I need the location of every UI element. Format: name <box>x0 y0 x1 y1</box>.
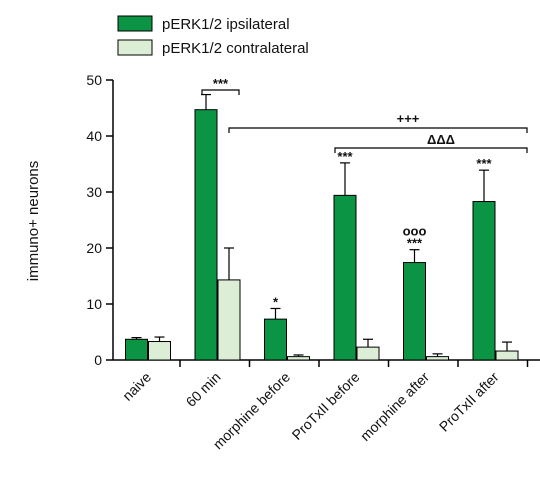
y-tick-label: 20 <box>86 240 102 256</box>
y-axis-title: immuno+ neurons <box>25 161 42 281</box>
legend-swatch-ipsilateral <box>117 15 153 32</box>
bar-contralateral <box>148 341 171 361</box>
bar-ipsilateral <box>194 109 218 361</box>
bracket-60min <box>201 89 240 95</box>
legend-label-contralateral: pERK1/2 contralateral <box>162 40 309 57</box>
annotation-stars-morphine-before: * <box>273 294 279 309</box>
category-label: 60 min <box>183 369 224 410</box>
bar-ipsilateral <box>403 262 426 361</box>
legend-label-ipsilateral: pERK1/2 ipsilateral <box>162 16 290 33</box>
bracket-delta <box>334 147 528 153</box>
annotation-stars-60min: *** <box>213 76 229 91</box>
bar-contralateral <box>426 356 449 361</box>
bar-ipsilateral <box>125 338 148 361</box>
category-label: morphine after <box>357 369 432 444</box>
category-label: ProTxII before <box>289 369 363 443</box>
y-tick-label: 0 <box>94 352 102 368</box>
y-tick-label: 50 <box>86 72 102 88</box>
bar-contralateral <box>495 350 519 361</box>
y-tick-label: 10 <box>86 296 102 312</box>
category-label: ProTxII after <box>436 369 502 435</box>
y-ticks: 0 10 20 30 40 50 <box>86 72 113 368</box>
legend: pERK1/2 ipsilateral pERK1/2 contralatera… <box>117 15 309 57</box>
annotation-plus: +++ <box>397 111 420 126</box>
y-tick-label: 30 <box>86 184 102 200</box>
category-label: naive <box>119 369 154 404</box>
annotation-stars-morphine-after: *** <box>407 236 423 251</box>
annotation-stars-protx-before: *** <box>337 149 353 164</box>
annotations: ***+++ΔΔΔ*******ooo*** <box>201 76 528 309</box>
y-tick-label: 40 <box>86 128 102 144</box>
bar-contralateral <box>356 346 380 361</box>
bar-ipsilateral <box>333 194 357 361</box>
legend-swatch-contralateral <box>117 39 153 56</box>
bars <box>125 109 519 361</box>
annotation-delta: ΔΔΔ <box>427 132 455 147</box>
bracket-plus <box>228 127 528 133</box>
error-bars <box>131 93 512 357</box>
annotation-circles-morphine-after: ooo <box>403 224 427 239</box>
bar-ipsilateral <box>264 318 287 361</box>
annotation-stars-protx-after: *** <box>476 156 492 171</box>
bar-ipsilateral <box>472 201 496 361</box>
bar-contralateral <box>287 356 310 361</box>
bar-contralateral <box>217 279 241 361</box>
